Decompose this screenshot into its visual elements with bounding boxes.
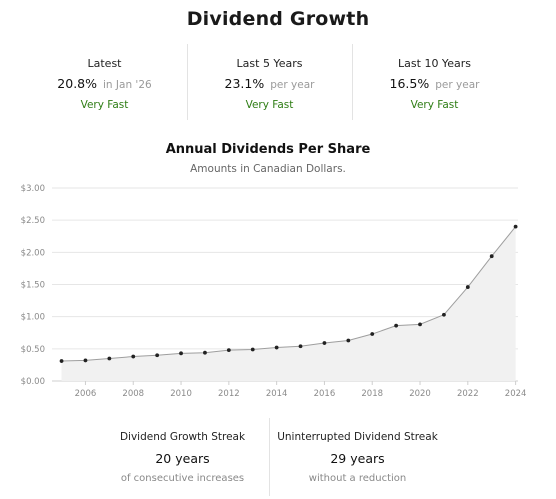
x-tick-label: 2018: [361, 389, 383, 399]
stat-latest: Latest 20.8% in Jan '26 Very Fast: [22, 44, 187, 120]
x-tick-label: 2022: [457, 389, 479, 399]
streak-divider: [269, 418, 270, 496]
streak-uninterrupted-value: 29 years: [330, 451, 385, 466]
x-tick-label: 2024: [505, 389, 527, 399]
series-area: [61, 226, 516, 381]
x-tick-label: 2012: [218, 389, 240, 399]
streak-uninterrupted-label: Uninterrupted Dividend Streak: [277, 431, 438, 443]
streak-stats: Dividend Growth Streak 20 years of conse…: [100, 418, 438, 496]
data-point: [203, 350, 207, 355]
data-point: [131, 354, 136, 359]
y-tick-label: $3.00: [21, 184, 45, 194]
stat-5-years-label: Last 5 Years: [236, 57, 303, 70]
data-point: [298, 344, 303, 349]
x-tick-label: 2008: [122, 389, 144, 399]
x-tick-label: 2006: [75, 389, 97, 399]
x-tick-label: 2016: [314, 389, 336, 399]
data-point: [442, 312, 446, 317]
stat-5-years-sub: per year: [270, 79, 315, 91]
data-point: [513, 224, 518, 229]
y-tick-label: $2.50: [21, 216, 45, 226]
stat-10-years-sub: per year: [435, 79, 480, 91]
streak-uninterrupted: Uninterrupted Dividend Streak 29 years w…: [275, 418, 440, 496]
streak-uninterrupted-sub: without a reduction: [308, 473, 407, 484]
data-point: [59, 359, 64, 363]
data-point: [465, 285, 470, 289]
streak-growth-value: 20 years: [155, 451, 210, 466]
y-tick-label: $1.50: [21, 281, 45, 291]
stat-latest-label: Latest: [87, 57, 122, 70]
stat-divider: [352, 44, 353, 120]
data-point: [489, 254, 494, 259]
streak-growth-sub: of consecutive increases: [120, 473, 245, 484]
data-point: [322, 341, 327, 345]
data-point: [83, 358, 88, 363]
stat-5-years-rating: Very Fast: [245, 99, 294, 111]
x-tick-label: 2010: [170, 389, 192, 399]
dividend-chart: $0.00 $0.50 $1.00 $1.50 $2.00 $2.50 $3.00 2006 2…: [21, 184, 527, 399]
stat-10-years-label: Last 10 Years: [398, 57, 471, 70]
summary-stats: Latest 20.8% in Jan '26 Very Fast Last 5…: [22, 44, 534, 120]
y-tick-label: $0.00: [21, 377, 45, 387]
data-point: [107, 356, 112, 361]
page-title: Dividend Growth: [186, 8, 370, 30]
data-point: [155, 353, 160, 358]
data-point: [370, 332, 375, 336]
data-point: [250, 347, 255, 352]
data-point: [179, 351, 183, 356]
stat-latest-value: 20.8%: [57, 76, 98, 91]
y-tick-label: $2.00: [21, 248, 45, 258]
stat-5-years-value: 23.1%: [224, 76, 265, 91]
stat-divider: [187, 44, 188, 120]
stat-10-years-value: 16.5%: [389, 76, 430, 91]
stat-latest-rating: Very Fast: [80, 99, 129, 111]
stat-latest-sub: in Jan '26: [103, 79, 152, 91]
x-tick-label: 2020: [409, 389, 431, 399]
data-point: [274, 345, 279, 350]
data-point: [394, 323, 399, 328]
chart-title: Annual Dividends Per Share: [165, 142, 371, 157]
streak-growth-label: Dividend Growth Streak: [119, 431, 246, 443]
x-tick-label: 2014: [266, 389, 288, 399]
data-point: [346, 338, 351, 343]
stat-10-years: Last 10 Years 16.5% per year Very Fast: [352, 44, 517, 120]
chart-subtitle: Amounts in Canadian Dollars.: [190, 163, 346, 175]
y-tick-label: $0.50: [21, 345, 45, 355]
stat-5-years: Last 5 Years 23.1% per year Very Fast: [187, 44, 352, 120]
data-point: [226, 348, 231, 353]
data-point: [418, 322, 422, 327]
streak-growth: Dividend Growth Streak 20 years of conse…: [100, 418, 265, 496]
series-line: [61, 226, 516, 362]
stat-10-years-rating: Very Fast: [410, 99, 459, 111]
y-tick-label: $1.00: [21, 313, 45, 323]
